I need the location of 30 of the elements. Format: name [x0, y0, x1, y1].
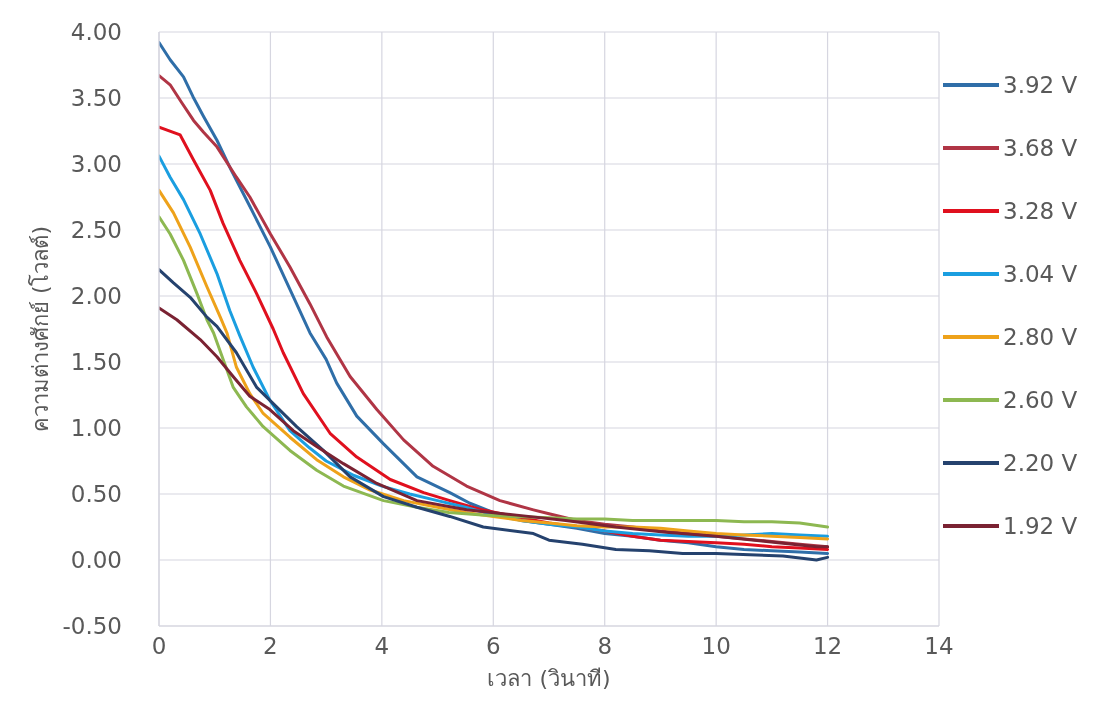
y-axis-title: ความต่างศักย์ (โวลต์) — [27, 225, 53, 433]
x-tick-label: 12 — [812, 633, 843, 660]
y-tick-label: 0.50 — [70, 481, 122, 508]
y-tick-label: 1.00 — [70, 415, 122, 442]
x-tick-label: 4 — [374, 633, 390, 660]
legend-label: 3.68 V — [1003, 134, 1078, 161]
line-series — [159, 268, 830, 562]
legend-label: 3.92 V — [1003, 71, 1078, 98]
legend-label: 1.92 V — [1003, 512, 1078, 539]
x-tick-label: 8 — [597, 633, 613, 660]
x-tick-label: 10 — [701, 633, 731, 660]
y-tick-label: -0.50 — [62, 613, 122, 640]
legend-label: 3.04 V — [1003, 260, 1078, 287]
y-tick-label: 2.00 — [70, 283, 122, 310]
x-tick-label: 6 — [485, 633, 501, 660]
x-axis-title: เวลา (วินาที) — [487, 665, 611, 691]
y-tick-label: 3.00 — [70, 151, 122, 178]
y-tick-label: 3.50 — [70, 85, 122, 112]
y-tick-label: 4.00 — [70, 19, 122, 46]
legend-label: 2.60 V — [1003, 386, 1078, 413]
y-tick-label: 0.00 — [70, 547, 122, 574]
legend-label: 2.20 V — [1003, 449, 1078, 476]
y-tick-label: 1.50 — [70, 349, 122, 376]
line-series — [159, 306, 830, 549]
legend-label: 2.80 V — [1003, 323, 1078, 350]
x-tick-label: 0 — [151, 633, 167, 660]
y-tick-label: 2.50 — [70, 217, 122, 244]
x-tick-label: 2 — [263, 633, 278, 660]
legend-label: 3.28 V — [1003, 197, 1078, 224]
x-tick-label: 14 — [924, 633, 954, 660]
